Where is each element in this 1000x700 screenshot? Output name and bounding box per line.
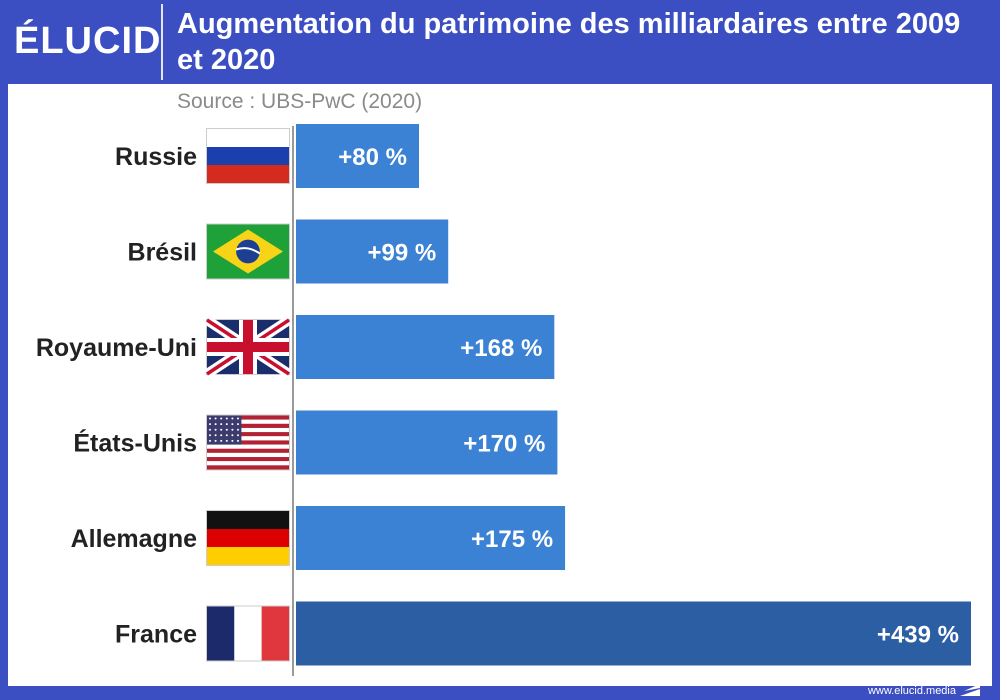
russia-flag-icon [206,128,290,184]
france-flag-icon [206,605,290,662]
data-label: +170 % [463,431,545,458]
bar [296,410,558,475]
category-label: France [115,621,197,649]
category-label: Russie [115,143,197,171]
bar [296,506,566,570]
elucid-logo: ÉLUCID [14,20,162,62]
bar [296,219,449,284]
data-label: +175 % [471,526,553,553]
category-label: États-Unis [73,429,197,458]
brazil-flag-icon [206,223,290,280]
chart-title: Augmentation du patrimoine des milliarda… [177,8,961,76]
category-label: Allemagne [71,525,198,553]
header: ÉLUCID Augmentation du patrimoine des mi… [0,0,1000,84]
bar [296,315,555,379]
header-divider [161,4,163,80]
category-label: Royaume-Uni [36,334,197,362]
bar [296,124,420,188]
category-label: Brésil [128,239,197,267]
germany-flag-icon [206,510,290,566]
elucid-mark-icon [960,684,980,696]
data-label: +439 % [877,622,959,649]
chart-source: Source : UBS-PwC (2020) [177,90,423,113]
data-label: +99 % [368,240,437,267]
bar [296,601,971,666]
chart-frame [8,84,992,686]
data-label: +168 % [460,335,542,362]
footer-url[interactable]: www.elucid.media [867,685,956,697]
usa-flag-icon [206,414,290,471]
uk-flag-icon [204,315,292,379]
data-label: +80 % [338,144,407,171]
